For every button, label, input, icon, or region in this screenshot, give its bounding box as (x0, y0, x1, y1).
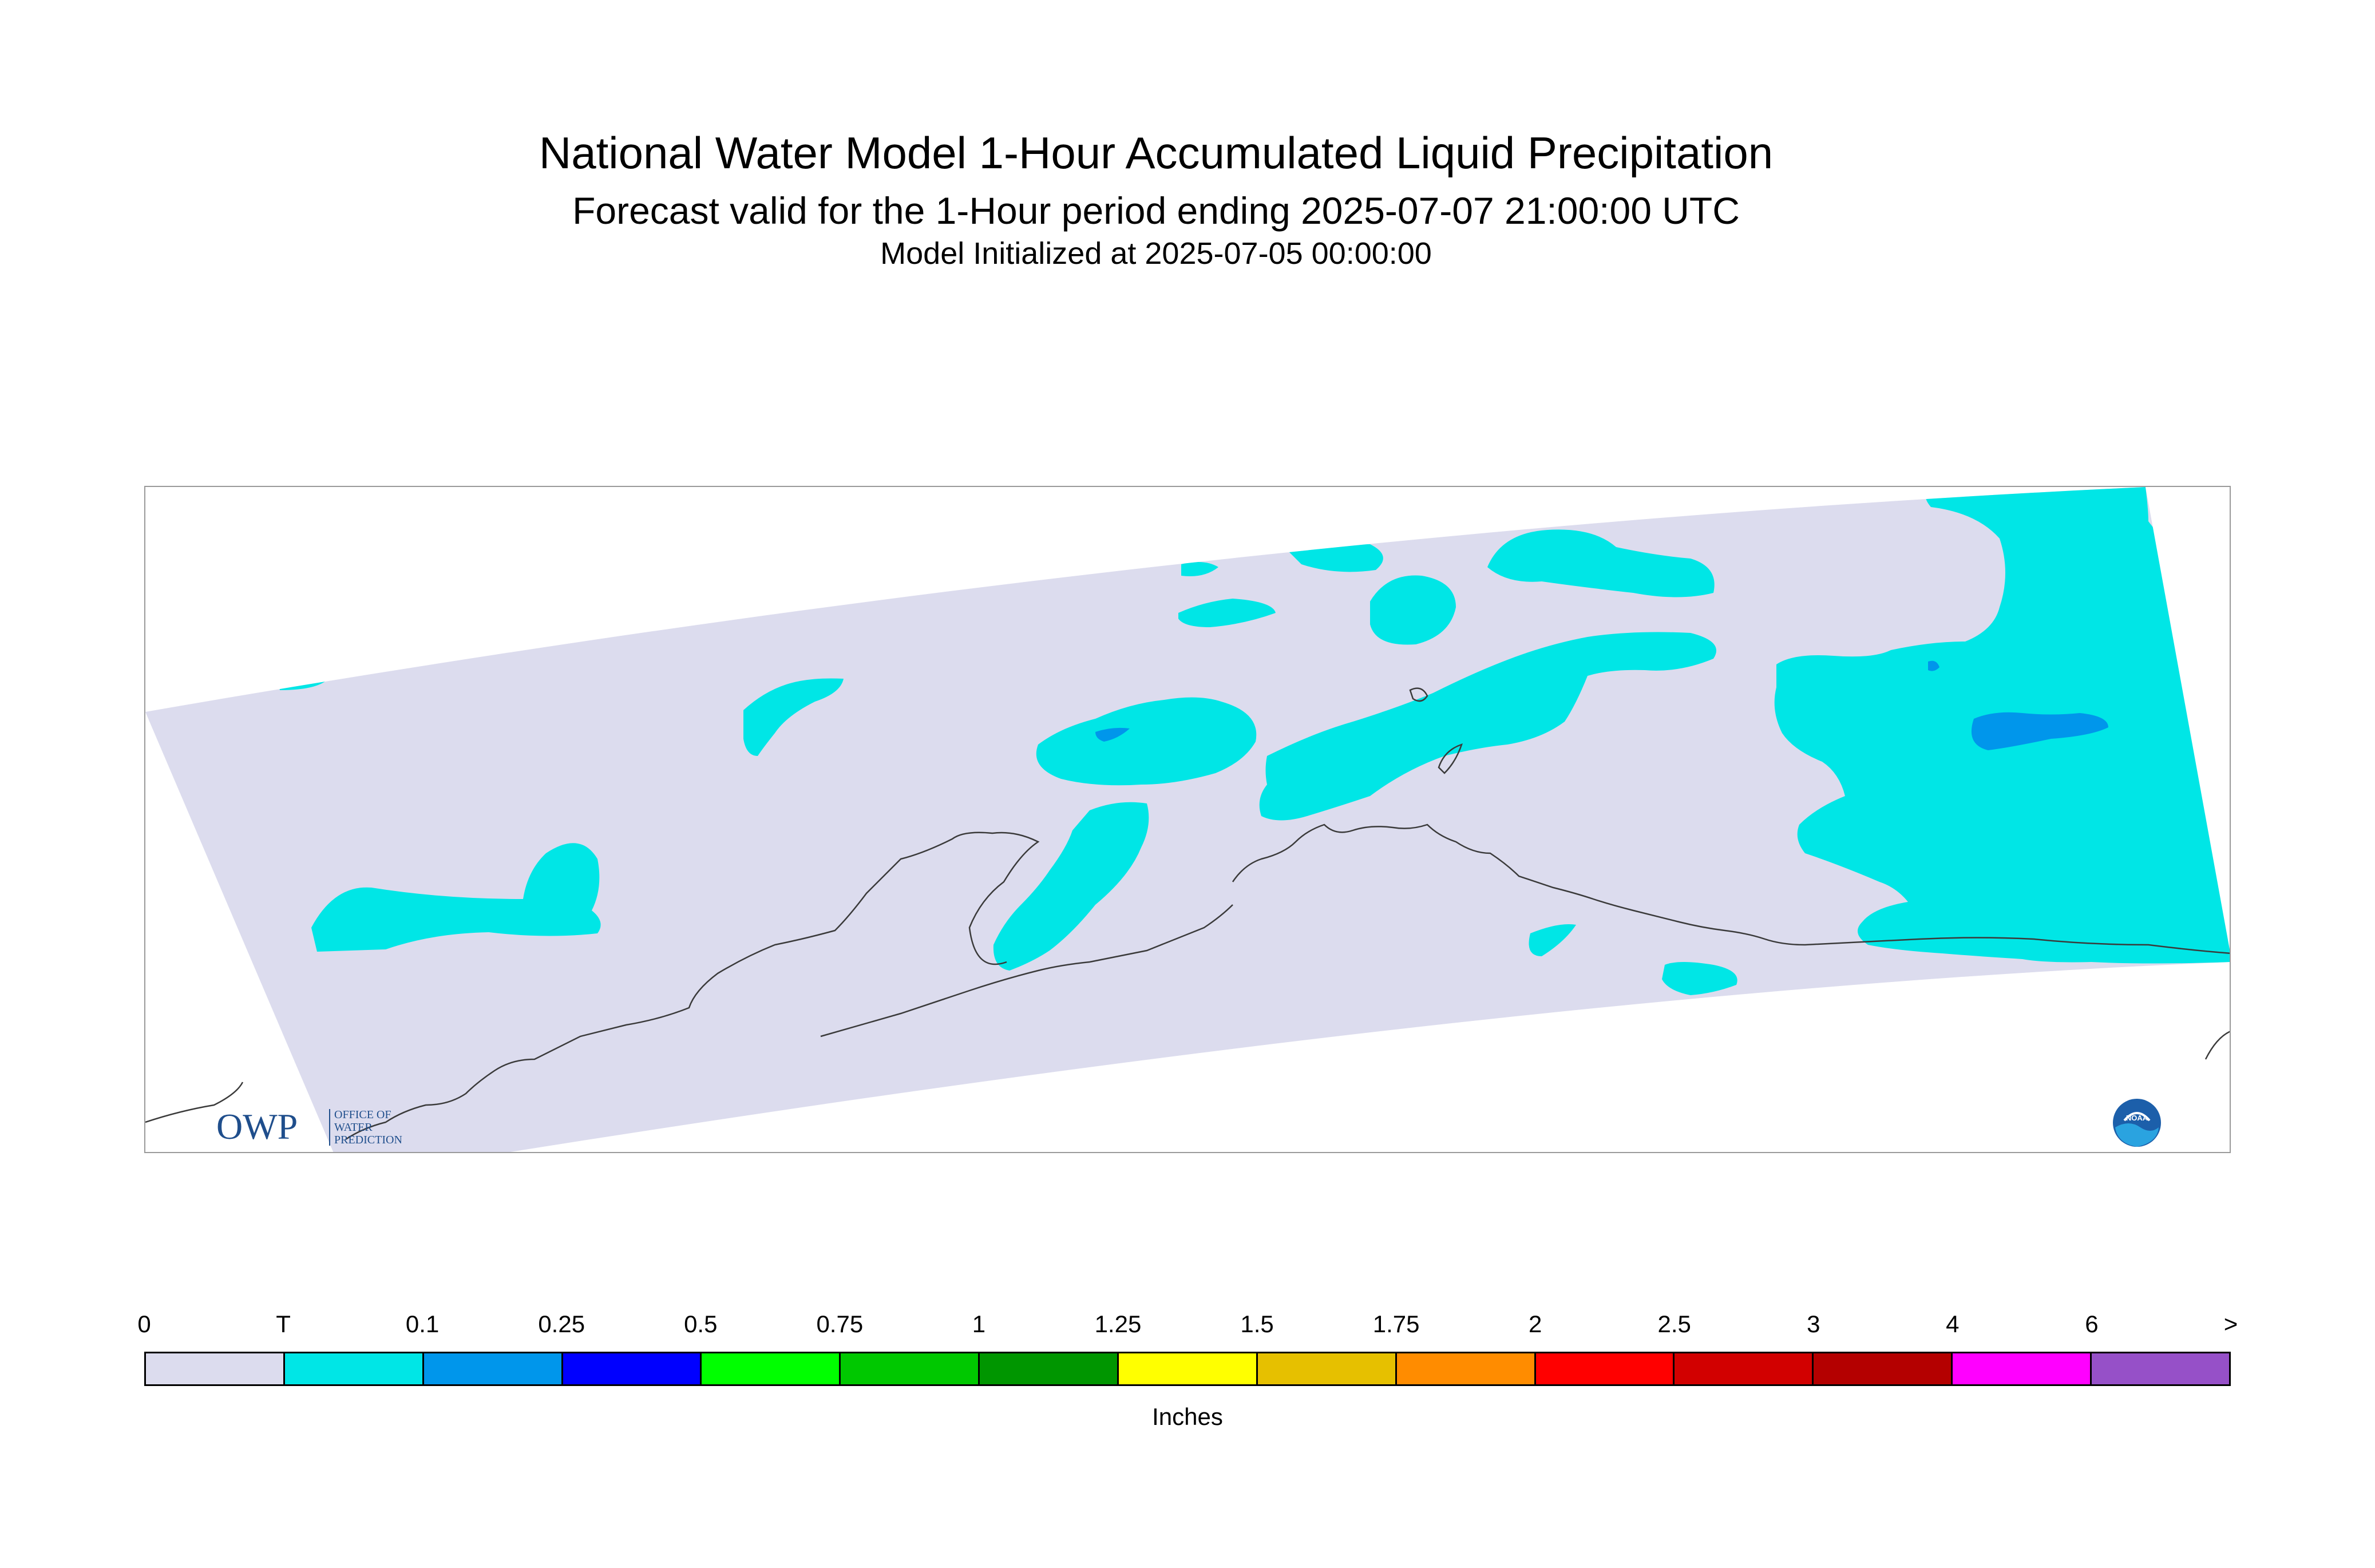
legend-swatch (1953, 1353, 2092, 1384)
noaa-logo-text: NOAA (2126, 1114, 2148, 1122)
map-title: National Water Model 1-Hour Accumulated … (539, 128, 1774, 178)
coastline-gulf (1232, 823, 2230, 954)
precip-area-east-band (1259, 632, 1716, 821)
precipitation-legend: 0 T 0.1 0.25 0.5 0.75 1 1.25 1.5 1.75 2 2.5 3 4 6 > Inc… (137, 1310, 2238, 1436)
precip-area-peninsula (993, 802, 1149, 971)
legend-swatch (423, 1353, 563, 1384)
legend-swatch (980, 1353, 1119, 1384)
owp-logo-text: OWP (216, 1106, 298, 1147)
owp-logo-line3: PREDICTION (334, 1134, 402, 1146)
precip-core-east (1971, 712, 2108, 750)
legend-tick-label: 2.5 (1657, 1310, 1691, 1337)
precip-area-top-strip (1287, 544, 1383, 572)
legend-swatch (1535, 1353, 1675, 1384)
legend-tick-label: T (276, 1310, 291, 1337)
legend-tick-label: 3 (1807, 1310, 1820, 1337)
legend-tick-label: 1.5 (1240, 1310, 1274, 1337)
legend-swatch (1814, 1353, 1953, 1384)
owp-logo-line1: OFFICE OF (334, 1108, 391, 1121)
coastline-island-chain (820, 904, 1233, 1038)
precip-area-coast-east (1529, 924, 1576, 956)
legend-swatch (146, 1353, 285, 1384)
legend-swatch (841, 1353, 980, 1384)
owp-logo-line2: WATER (334, 1121, 373, 1134)
precip-area-mid-north (1178, 599, 1276, 627)
coastline-far-east (2204, 1031, 2230, 1060)
legend-swatch (702, 1353, 841, 1384)
legend-tick-label: 4 (1946, 1310, 1960, 1337)
coastline-main (345, 831, 1040, 1141)
owp-logo: OWP OFFICE OF WATER PREDICTION (216, 1106, 402, 1147)
precip-area-north-blob (1370, 575, 1456, 645)
legend-tick-label: 2 (1528, 1310, 1542, 1337)
legend-units-label: Inches (1152, 1403, 1223, 1430)
coastline-lake (1409, 687, 1428, 702)
legend-tick-label: 1.75 (1372, 1310, 1420, 1337)
legend-swatch (284, 1353, 424, 1384)
legend-swatch (1119, 1353, 1258, 1384)
legend-tick-label: 6 (2085, 1310, 2099, 1337)
precip-area-west (311, 843, 601, 952)
legend-color-bar (144, 1352, 2231, 1386)
legend-swatch (1396, 1353, 1536, 1384)
legend-tick-label: 1 (972, 1310, 986, 1337)
precip-area-northwest (743, 678, 844, 756)
legend-swatch (1257, 1353, 1397, 1384)
legend-tick-label: 0.1 (405, 1310, 440, 1337)
map-panel[interactable] (144, 486, 2231, 1153)
precip-area-southeast (1662, 962, 1737, 995)
forecast-valid-subtitle: Forecast valid for the 1-Hour period end… (572, 189, 1740, 232)
coastline-southwest (145, 1082, 244, 1123)
precip-core-central (1095, 727, 1130, 742)
legend-tick-label: 0.5 (684, 1310, 718, 1337)
legend-tick-label: 0.75 (816, 1310, 864, 1337)
precip-core-north (1928, 660, 1939, 671)
model-init-label: Model Initialized at 2025-07-05 00:00:00 (880, 236, 1432, 271)
legend-tick-label: 0 (137, 1310, 151, 1337)
precip-area-small-top (1181, 562, 1218, 576)
legend-tick-label: 1.25 (1094, 1310, 1142, 1337)
precipitation-map[interactable] (145, 487, 2231, 1153)
legend-swatch (1675, 1353, 1814, 1384)
legend-swatch (563, 1353, 702, 1384)
coastline-lake-2 (1438, 743, 1463, 774)
legend-swatch (2092, 1353, 2229, 1384)
precip-area-central-north (1036, 697, 1257, 786)
noaa-logo: NOAA (2113, 1099, 2161, 1147)
legend-tick-label: 0.25 (538, 1310, 585, 1337)
precip-area-northeast (1487, 529, 1715, 597)
legend-tick-label: > (2223, 1310, 2238, 1337)
